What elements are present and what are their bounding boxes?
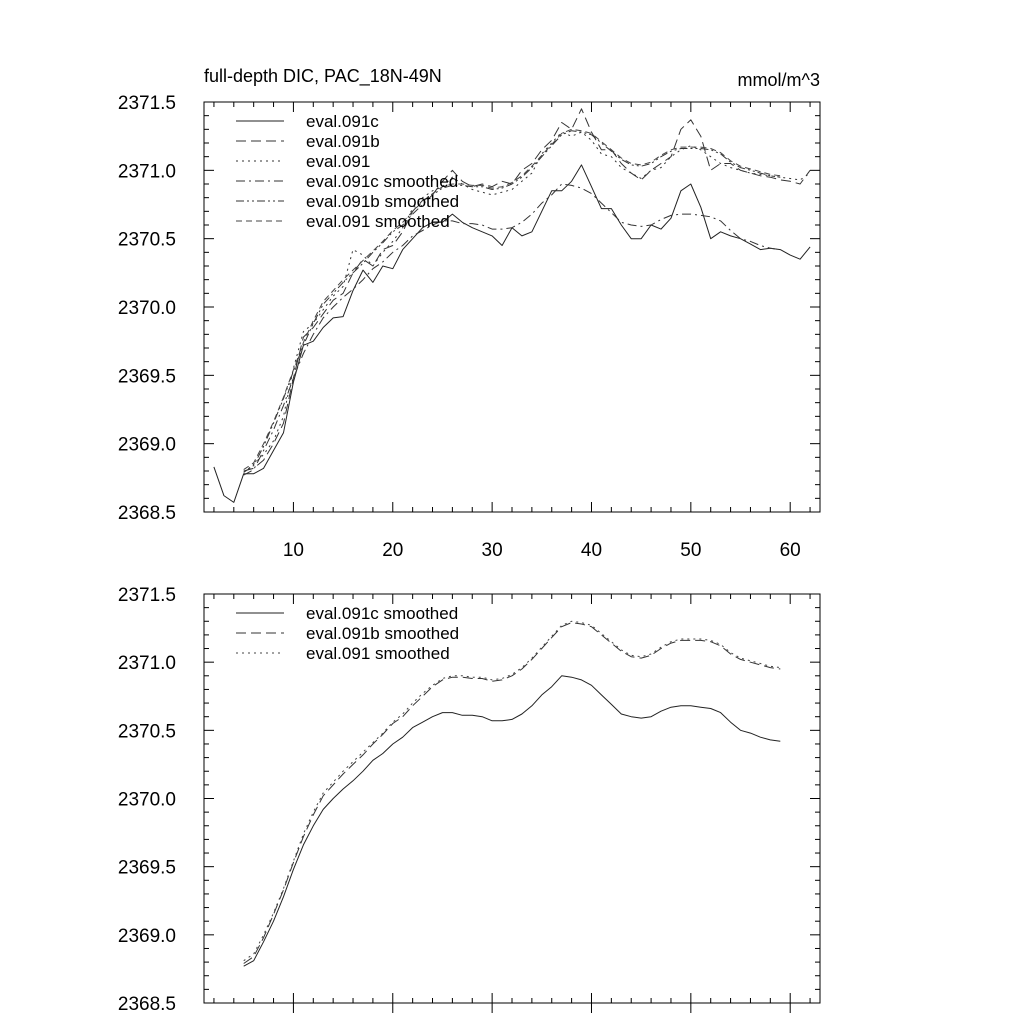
- y-tick-label: 2369.0: [118, 926, 176, 947]
- x-tick-label: 60: [780, 540, 801, 561]
- y-tick-label: 2368.5: [118, 503, 176, 524]
- series-line-eval-091b: [243, 108, 811, 472]
- legend-label: eval.091c: [306, 112, 379, 131]
- series-line-eval-091c-smoothed: [243, 183, 781, 476]
- y-tick-label: 2371.0: [118, 653, 176, 674]
- y-tick-label: 2369.0: [118, 435, 176, 456]
- y-tick-label: 2369.5: [118, 858, 176, 879]
- y-tick-label: 2370.5: [118, 230, 176, 251]
- y-tick-label: 2371.5: [118, 93, 176, 114]
- y-tick-label: 2370.0: [118, 790, 176, 811]
- series-line-eval-091-smoothed: [243, 620, 781, 962]
- plot-frame: [203, 593, 821, 1004]
- series-line-eval-091b-smoothed: [243, 622, 781, 964]
- series-line-eval-091b-smoothed: [243, 130, 781, 473]
- y-tick-label: 2369.5: [118, 366, 176, 387]
- y-tick-label: 2370.0: [118, 298, 176, 319]
- x-tick-label: 50: [680, 540, 701, 561]
- y-tick-label: 2371.0: [118, 161, 176, 182]
- legend-label: eval.091 smoothed: [306, 644, 450, 663]
- series-line-eval-091c-smoothed: [243, 675, 781, 967]
- x-tick-label: 40: [581, 540, 602, 561]
- legend-label: eval.091b: [306, 132, 380, 151]
- x-tick-label: 10: [283, 540, 304, 561]
- bottom-panel: 2368.5 2369.0 2369.5 2370.0 2370.5 2371.0 2371…: [118, 585, 821, 1015]
- series-line-eval-091-smoothed: [243, 128, 781, 471]
- units-label: mmol/m^3: [738, 70, 820, 90]
- legend-label: eval.091: [306, 152, 370, 171]
- series-line-eval-091: [243, 131, 811, 473]
- legend-label: eval.091c smoothed: [306, 604, 458, 623]
- top-panel: 2368.5 2369.0 2369.5 2370.0 2370.5 2371.0 2371…: [118, 66, 821, 561]
- legend-label: eval.091 smoothed: [306, 212, 450, 231]
- y-tick-label: 2370.5: [118, 721, 176, 742]
- legend-label: eval.091b smoothed: [306, 624, 459, 643]
- chart-title: full-depth DIC, PAC_18N-49N: [204, 66, 442, 87]
- x-tick-label: 30: [482, 540, 503, 561]
- y-tick-label: 2371.5: [118, 585, 176, 606]
- x-tick-label: 20: [382, 540, 403, 561]
- legend-label: eval.091c smoothed: [306, 172, 458, 191]
- series-line-eval-091c: [213, 164, 811, 503]
- legend-label: eval.091b smoothed: [306, 192, 459, 211]
- y-tick-label: 2368.5: [118, 994, 176, 1015]
